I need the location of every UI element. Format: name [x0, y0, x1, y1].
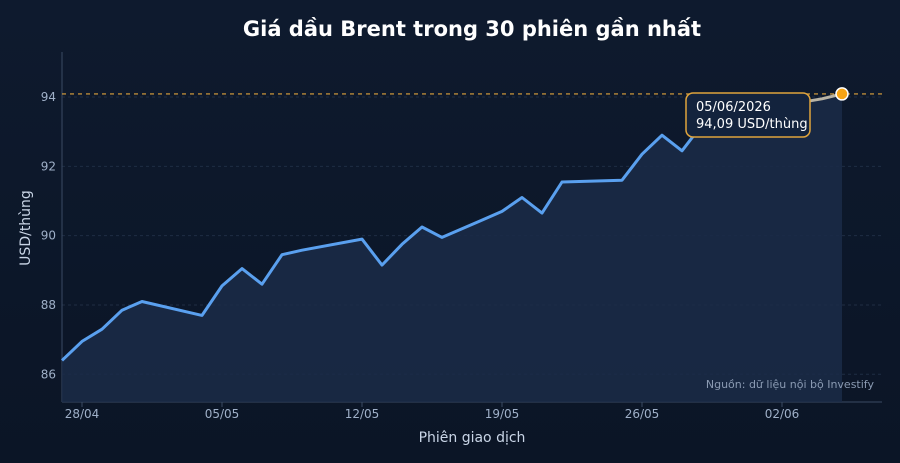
data-point	[120, 309, 123, 312]
data-point	[820, 97, 823, 100]
data-point	[200, 314, 203, 317]
data-point	[300, 249, 303, 252]
data-point	[420, 225, 423, 228]
data-point	[680, 149, 683, 152]
data-point	[280, 253, 283, 256]
x-tick-label: 05/05	[205, 407, 240, 421]
tooltip-value: 94,09 USD/thùng	[696, 117, 808, 132]
y-tick-label: 88	[41, 298, 56, 312]
area-fill	[62, 93, 842, 403]
data-point	[520, 196, 523, 199]
y-tick-label: 86	[41, 367, 56, 381]
x-tick-label: 12/05	[345, 407, 380, 421]
data-point	[240, 267, 243, 270]
last-point-marker[interactable]	[835, 87, 849, 101]
y-axis-ticks: 86 88 90 92 94	[41, 90, 56, 381]
data-point	[460, 227, 463, 230]
tooltip: 05/06/2026 94,09 USD/thùng	[685, 92, 811, 138]
x-tick-label: 02/06	[765, 407, 800, 421]
data-point	[400, 243, 403, 246]
data-point	[540, 212, 543, 215]
tooltip-date: 05/06/2026	[696, 100, 771, 115]
x-tick-label: 26/05	[625, 407, 660, 421]
data-point	[140, 300, 143, 303]
tooltip-box	[685, 92, 811, 138]
data-point	[100, 328, 103, 331]
data-point	[260, 283, 263, 286]
data-point	[360, 238, 363, 241]
chart-title: Giá dầu Brent trong 30 phiên gần nhất	[243, 17, 701, 41]
data-point	[620, 179, 623, 182]
data-point	[380, 264, 383, 267]
data-point	[500, 210, 503, 213]
x-axis-label: Phiên giao dịch	[419, 430, 526, 446]
x-tick-label: 28/04	[65, 407, 100, 421]
x-tick-label: 19/05	[485, 407, 520, 421]
source-note: Nguồn: dữ liệu nội bộ Investify	[706, 378, 875, 391]
data-point	[220, 284, 223, 287]
y-tick-label: 92	[41, 159, 56, 173]
y-tick-label: 90	[41, 229, 56, 243]
data-point	[80, 340, 83, 343]
data-point	[440, 236, 443, 239]
y-tick-label: 94	[41, 90, 56, 104]
price-line	[60, 100, 803, 362]
y-axis-label: USD/thùng	[18, 190, 34, 266]
x-axis-ticks: 28/04 05/05 12/05 19/05 26/05 02/06	[65, 402, 800, 421]
data-point	[660, 134, 663, 137]
data-point	[480, 219, 483, 222]
data-point	[640, 153, 643, 156]
data-point	[560, 180, 563, 183]
data-point	[60, 359, 63, 362]
